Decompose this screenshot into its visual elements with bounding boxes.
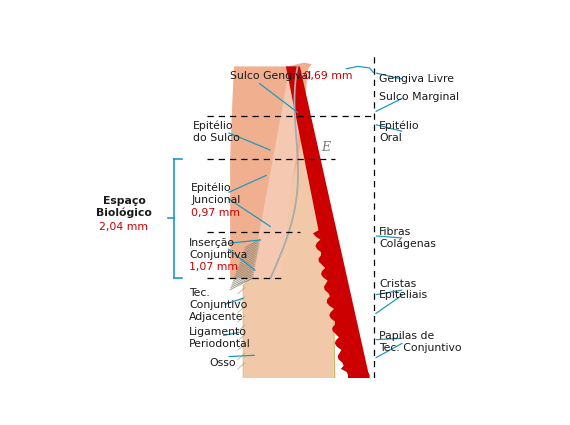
Text: Inserção
Conjuntiva: Inserção Conjuntiva [189,238,247,260]
Text: Epitélio
Juncional: Epitélio Juncional [192,182,241,204]
Text: Gengiva Livre: Gengiva Livre [379,74,454,85]
Text: Papilas de
Tec. Conjuntivo: Papilas de Tec. Conjuntivo [379,331,462,353]
Text: E: E [321,141,330,154]
Text: Osso: Osso [209,358,235,368]
Text: Ligamento
Periodontal: Ligamento Periodontal [189,327,251,349]
Text: Cristas
Epiteliais: Cristas Epiteliais [379,279,428,300]
Polygon shape [286,66,369,378]
Text: Sulco Marginal: Sulco Marginal [379,92,459,102]
Polygon shape [230,62,311,278]
Text: Espaço
Biológico: Espaço Biológico [96,196,152,218]
Text: Tec.
Conjuntivo
Adjacente: Tec. Conjuntivo Adjacente [189,289,247,322]
Text: 2,04 mm: 2,04 mm [99,222,148,232]
Text: Epitélio
do Sulco: Epitélio do Sulco [193,121,240,143]
Text: Epitélio
Oral: Epitélio Oral [379,121,420,143]
Text: Sulco Gengival: Sulco Gengival [230,71,311,81]
Text: 0,97 mm: 0,97 mm [192,209,241,218]
Text: 1,07 mm: 1,07 mm [189,262,238,272]
Text: 0,69 mm: 0,69 mm [300,71,352,81]
Text: Fibras
Colágenas: Fibras Colágenas [379,227,436,249]
Polygon shape [243,66,335,378]
Polygon shape [243,275,335,378]
Polygon shape [251,73,304,278]
